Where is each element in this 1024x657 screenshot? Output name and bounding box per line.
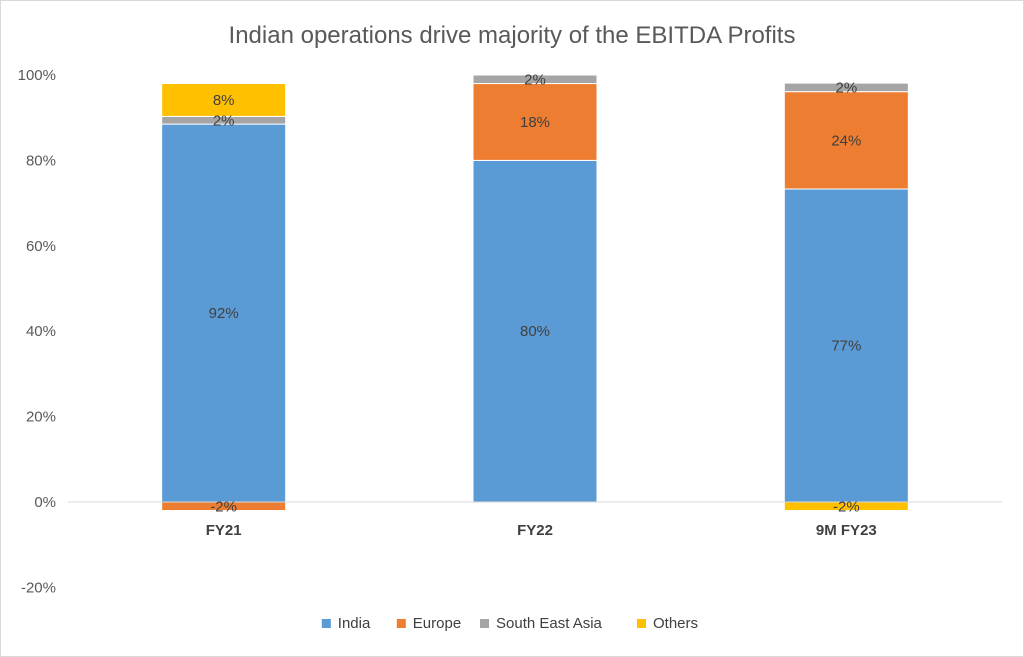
data-label: 2% bbox=[524, 71, 546, 88]
legend-label: India bbox=[338, 615, 371, 632]
data-label: 2% bbox=[213, 112, 235, 129]
bar-segment-south-east-asia bbox=[472, 74, 598, 85]
y-tick-label: 20% bbox=[26, 409, 56, 426]
bar-segment-south-east-asia bbox=[783, 82, 909, 93]
data-label: 18% bbox=[520, 114, 550, 131]
data-label: -2% bbox=[210, 498, 237, 515]
y-tick-label: 0% bbox=[34, 494, 56, 511]
bar-segment-india bbox=[472, 159, 598, 503]
data-label: 8% bbox=[213, 92, 235, 109]
bar-segment-europe bbox=[783, 91, 909, 190]
bars bbox=[161, 74, 909, 512]
data-label: 24% bbox=[831, 132, 861, 149]
x-category-label: FY21 bbox=[206, 522, 242, 539]
y-tick-label: 40% bbox=[26, 323, 56, 340]
legend-swatch bbox=[321, 619, 331, 628]
legend: India Europe South East Asia Others bbox=[321, 615, 698, 632]
bar-segment-india bbox=[161, 123, 287, 503]
data-labels: 92% -2% 2% 8% 80% 18% 2% 77% 24% 2% -2% bbox=[209, 71, 862, 515]
data-label: 77% bbox=[831, 338, 861, 355]
bar-segment-others bbox=[161, 83, 287, 117]
data-label: 2% bbox=[835, 79, 857, 96]
legend-swatch bbox=[480, 619, 489, 628]
y-tick-label: 80% bbox=[26, 152, 56, 169]
legend-swatch bbox=[396, 619, 406, 628]
y-tick-label: -20% bbox=[21, 579, 56, 596]
data-label: 80% bbox=[520, 323, 550, 340]
legend-label: South East Asia bbox=[496, 615, 603, 632]
data-label: -2% bbox=[833, 498, 860, 515]
y-tick-label: 60% bbox=[26, 238, 56, 255]
y-tick-label: 100% bbox=[18, 67, 56, 84]
legend-swatch bbox=[637, 619, 646, 628]
chart-title: Indian operations drive majority of the … bbox=[229, 22, 796, 49]
y-axis: -20% 0% 20% 40% 60% 80% 100% bbox=[18, 67, 56, 596]
x-category-label: FY22 bbox=[517, 522, 553, 539]
legend-label: Europe bbox=[413, 615, 461, 632]
data-label: 92% bbox=[209, 305, 239, 322]
legend-label: Others bbox=[653, 615, 698, 632]
x-axis: FY21 FY22 9M FY23 bbox=[206, 522, 877, 539]
x-category-label: 9M FY23 bbox=[816, 522, 877, 539]
